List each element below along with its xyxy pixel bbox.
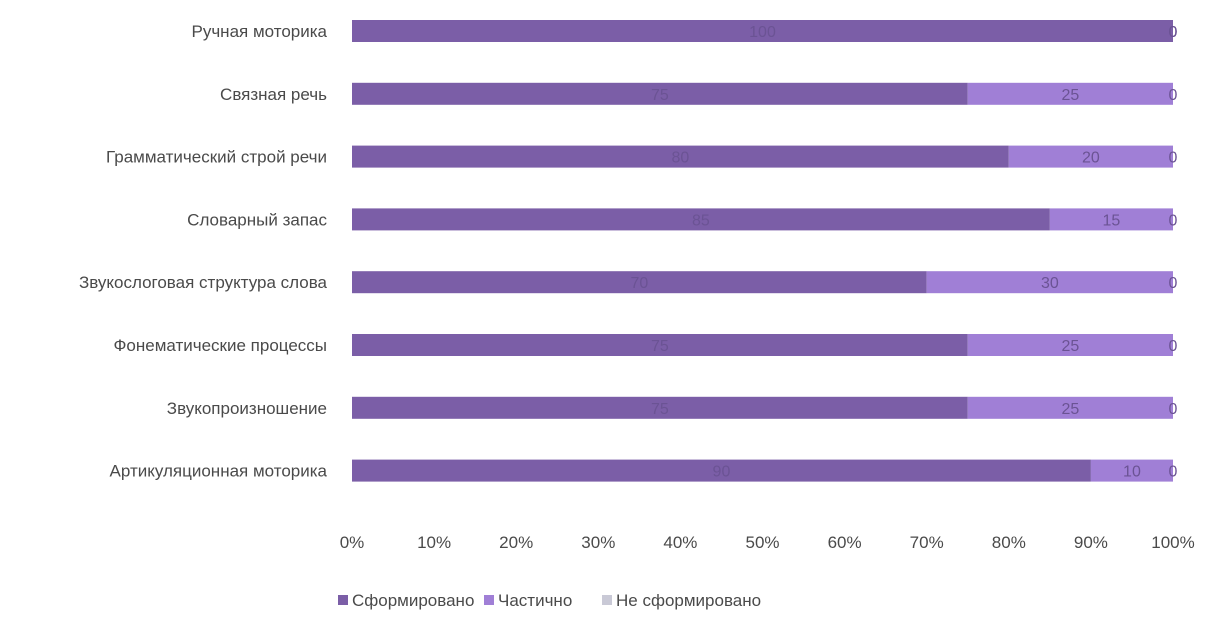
x-tick-label: 50% [745, 533, 779, 552]
category-labels-layer: Ручная моторика Связная речь Грамматически… [79, 22, 328, 481]
legend-label: Сформировано [352, 591, 474, 610]
data-label: 80 [672, 150, 690, 167]
legend-swatch [484, 595, 494, 605]
data-label: 10 [1123, 464, 1141, 481]
bar-segment [352, 208, 1050, 231]
legend: Сформировано Частично Не сформировано [338, 591, 761, 610]
data-label: 0 [1169, 150, 1178, 167]
x-tick-label: 70% [910, 533, 944, 552]
category-label: Ручная моторика [191, 22, 327, 41]
data-label: 15 [1103, 212, 1121, 229]
category-label: Звукопроизношение [167, 399, 327, 418]
data-label: 25 [1061, 401, 1079, 418]
x-tick-label: 60% [828, 533, 862, 552]
data-label: 0 [1169, 401, 1178, 418]
category-label: Связная речь [220, 85, 327, 104]
category-label: Звукослоговая структура слова [79, 273, 328, 292]
data-label: 0 [1169, 464, 1178, 481]
x-tick-label: 100% [1151, 533, 1194, 552]
x-tick-label: 40% [663, 533, 697, 552]
legend-label: Не сформировано [616, 591, 761, 610]
x-tick-label: 80% [992, 533, 1026, 552]
x-tick-label: 90% [1074, 533, 1108, 552]
bar-segment [1008, 145, 1173, 168]
data-label: 20 [1082, 150, 1100, 167]
data-label: 0 [1169, 24, 1178, 41]
x-tick-label: 20% [499, 533, 533, 552]
bar-segment [352, 334, 968, 356]
x-tick-label: 30% [581, 533, 615, 552]
bar-segment [352, 20, 1173, 42]
category-label: Словарный запас [187, 210, 327, 229]
bar-segment [352, 82, 968, 105]
category-label: Фонематические процессы [113, 336, 327, 355]
bar-segment [352, 396, 968, 419]
data-label: 0 [1169, 212, 1178, 229]
data-label: 0 [1169, 24, 1178, 41]
legend-swatch [602, 595, 612, 605]
bar-segment [967, 396, 1173, 419]
data-label: 30 [1041, 275, 1059, 292]
legend-swatch [338, 595, 348, 605]
category-label: Грамматический строй речи [106, 148, 327, 167]
x-tick-label: 10% [417, 533, 451, 552]
bar-segment [967, 334, 1173, 356]
data-label: 75 [651, 338, 669, 355]
x-axis-ticks-layer: 0% 10% 20% 30% 40% 50% 60% 70% 80% 90% 100% [340, 533, 1195, 552]
x-tick-label: 0% [340, 533, 365, 552]
bar-segment [352, 459, 1091, 482]
data-label: 100 [749, 24, 776, 41]
data-label: 90 [713, 464, 731, 481]
bar-segment [967, 82, 1173, 105]
data-label: 70 [630, 275, 648, 292]
data-label: 25 [1061, 87, 1079, 104]
bar-segment [1049, 208, 1173, 231]
data-label: 75 [651, 87, 669, 104]
data-label: 75 [651, 401, 669, 418]
bars-layer [352, 20, 1173, 482]
category-label: Артикуляционная моторика [110, 462, 328, 481]
data-label: 0 [1169, 338, 1178, 355]
data-label: 0 [1169, 87, 1178, 104]
bar-segment [352, 145, 1009, 168]
bar-segment [1090, 459, 1173, 482]
data-label: 85 [692, 212, 710, 229]
data-label: 0 [1169, 275, 1178, 292]
bar-segment [352, 271, 927, 294]
data-label: 25 [1061, 338, 1079, 355]
legend-label: Частично [498, 591, 572, 610]
bar-segment [926, 271, 1173, 294]
